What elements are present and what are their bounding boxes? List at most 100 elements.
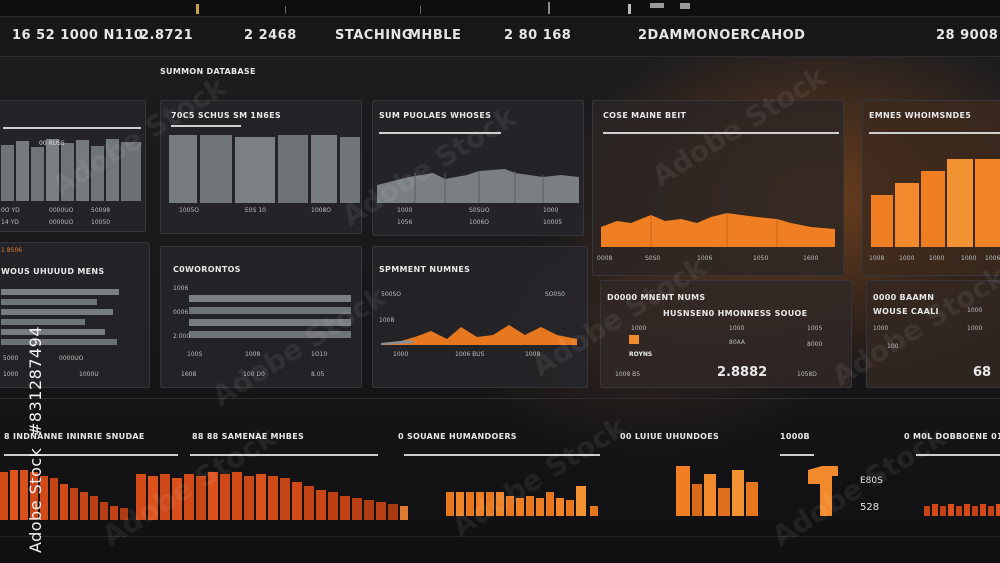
bar-chart-grey-1: 00 RUSS	[1, 139, 141, 201]
label: 1000	[397, 207, 413, 214]
label: 1008O	[311, 207, 331, 214]
panel-title: SPMMENT NUMNES	[379, 265, 471, 274]
bar-chart-orange-3	[676, 466, 838, 516]
panel-bottom-2[interactable]: 88 88 SAMENAE MHBES	[130, 420, 410, 530]
panel-subtitle: WOUSE CAALI	[873, 307, 939, 316]
panel-top-label: 1 8506	[1, 247, 22, 254]
panel-bottom-4[interactable]: 00 LUIUE UHUNDOES 1000B	[612, 420, 902, 530]
header-title-1: STACHING	[335, 28, 414, 43]
panel-grey-bars-2[interactable]: 70C5 SCHUS SM 1N6ES 1005O E0S 10 1008O	[160, 100, 362, 234]
status-tag: ROYNS	[629, 351, 653, 358]
label: 2.000	[173, 333, 191, 340]
header-title-2: MHBLE	[408, 28, 462, 43]
panel-title-2: 1000B	[780, 432, 810, 441]
panel-orange-bars[interactable]: EMNE5 WHOIMSNDE5 1008 1000 1000 1000 100…	[862, 100, 1000, 276]
label: 8000	[807, 341, 823, 348]
panel-rule	[190, 454, 378, 456]
metric-value: 2.8882	[717, 365, 768, 380]
area-chart-orange-wave	[381, 325, 577, 345]
label: 1600	[803, 255, 819, 262]
panel-rule	[3, 127, 141, 129]
panel-title: 0 SOUANE HUMANDOERS	[398, 432, 517, 441]
header-value-3: 2 80 168	[504, 28, 572, 43]
svg-text:00 RUSS: 00 RUSS	[39, 140, 65, 147]
header-center-title: 2DAMMONOERCAHOD	[638, 28, 806, 43]
bar-chart-grey-2	[169, 135, 360, 203]
panel-rule	[171, 125, 241, 127]
label: 500SO	[381, 291, 401, 298]
label: 10050	[91, 219, 111, 226]
panel-title: 88 88 SAMENAE MHBES	[192, 432, 305, 441]
header-value-1: 2.8721	[140, 28, 194, 43]
label: 1O10	[311, 351, 328, 358]
label: 100	[887, 343, 899, 350]
label: 1006	[173, 285, 189, 292]
label: 0000UO	[49, 207, 74, 214]
panel-bottom-6[interactable]: 0 M0L DOBBOENE 01 E80S 528	[852, 420, 1000, 530]
label: 0008	[597, 255, 613, 262]
panel-title: 0000 BAAMN	[873, 293, 935, 302]
metric-label: E80S	[860, 476, 883, 486]
label: 1000	[393, 351, 409, 358]
panel-bottom-1[interactable]: 8 INDNANNE ININRIE SNUDAE	[0, 420, 180, 530]
panel-title: COSE MAINE BEIT	[603, 111, 687, 120]
label: SO0S0	[545, 291, 565, 298]
label: 1050	[753, 255, 769, 262]
bottom-divider	[0, 536, 1000, 537]
label: 8.05	[311, 371, 325, 378]
label: S0SUO	[469, 207, 490, 214]
panel-title: 70C5 SCHUS SM 1N6ES	[171, 111, 281, 120]
label: 1000	[873, 325, 889, 332]
label: E0S 10	[245, 207, 266, 214]
panel-hbars-left[interactable]: 1 8506 WOUS UHUUUD MENS 5000 0000UO 1000…	[0, 242, 150, 388]
label: 1000	[631, 325, 647, 332]
stock-id-label: Adobe Stock #831287494	[26, 326, 45, 553]
label: S0S0	[645, 255, 661, 262]
label: 1008	[525, 351, 541, 358]
metric-value: 68	[973, 365, 992, 380]
bar-chart-red-2	[136, 472, 408, 520]
panel-rule	[780, 454, 814, 456]
panel-rule	[379, 132, 501, 134]
label: 1005O	[179, 207, 199, 214]
label: 0000UO	[49, 219, 74, 226]
label: 100S	[187, 351, 203, 358]
label: 1008 B5	[615, 371, 641, 378]
panel-hbars-center[interactable]: C0WORONTOS 1006 0006 2.000 100S 1008 1O1…	[160, 246, 362, 388]
panel-rule	[869, 132, 1000, 134]
bar-chart-red-1	[0, 470, 128, 520]
label: 1056	[397, 219, 413, 226]
label: 1006O	[469, 219, 489, 226]
label: 1006 BUS	[455, 351, 485, 358]
panel-metrics-center[interactable]: D0000 MNENT NUMS HUSNSEN0 HMONNESS SOUOE…	[600, 280, 852, 388]
panel-title: EMNE5 WHOIMSNDE5	[869, 111, 972, 120]
label: 1006	[985, 255, 1000, 262]
area-chart-grey	[377, 169, 579, 203]
panel-metrics-right[interactable]: 0000 BAAMN WOUSE CAALI 1000 1000 1000 10…	[866, 280, 1000, 388]
bar-chart-red-3	[924, 504, 1000, 516]
label: 1000	[729, 325, 745, 332]
label: 5000	[3, 355, 19, 362]
panel-title: 0 M0L DOBBOENE 01	[904, 432, 1000, 441]
hbar-chart-grey-2	[189, 295, 351, 338]
panel-orange-area[interactable]: COSE MAINE BEIT 0008 S0S0 1006 1050 1600	[592, 100, 844, 276]
panel-subtitle: HUSNSEN0 HMONNESS SOUOE	[663, 309, 808, 318]
hbar-chart-grey-1	[1, 289, 119, 345]
label: 1008	[869, 255, 885, 262]
panel-grey-bars-1[interactable]: 00 RUSS 0O YD 0000UO 50098 0000UO 10050 …	[0, 100, 146, 232]
panel-grey-area[interactable]: SUM PUOLAES WHOSES 1000 S0SUO 1000 1056 …	[372, 100, 584, 236]
label: 1000	[929, 255, 945, 262]
header-code: 16 52 1000 N110	[12, 28, 144, 43]
panel-bottom-3[interactable]: 0 SOUANE HUMANDOERS	[394, 420, 604, 530]
panel-orange-wave[interactable]: SPMMENT NUMNES 500SO SO0S0 1008 1000 100…	[372, 246, 588, 388]
stock-watermark: Adobe Stock	[26, 447, 46, 554]
top-ticks	[196, 2, 690, 14]
panel-title: SUM PUOLAES WHOSES	[379, 111, 492, 120]
panel-rule	[404, 454, 600, 456]
label: 1000	[899, 255, 915, 262]
row-divider	[0, 398, 1000, 399]
label: 1000	[543, 207, 559, 214]
header-value-2: 2 2468	[244, 28, 297, 43]
label: 14 YD	[1, 219, 19, 226]
label: 1608	[181, 371, 197, 378]
